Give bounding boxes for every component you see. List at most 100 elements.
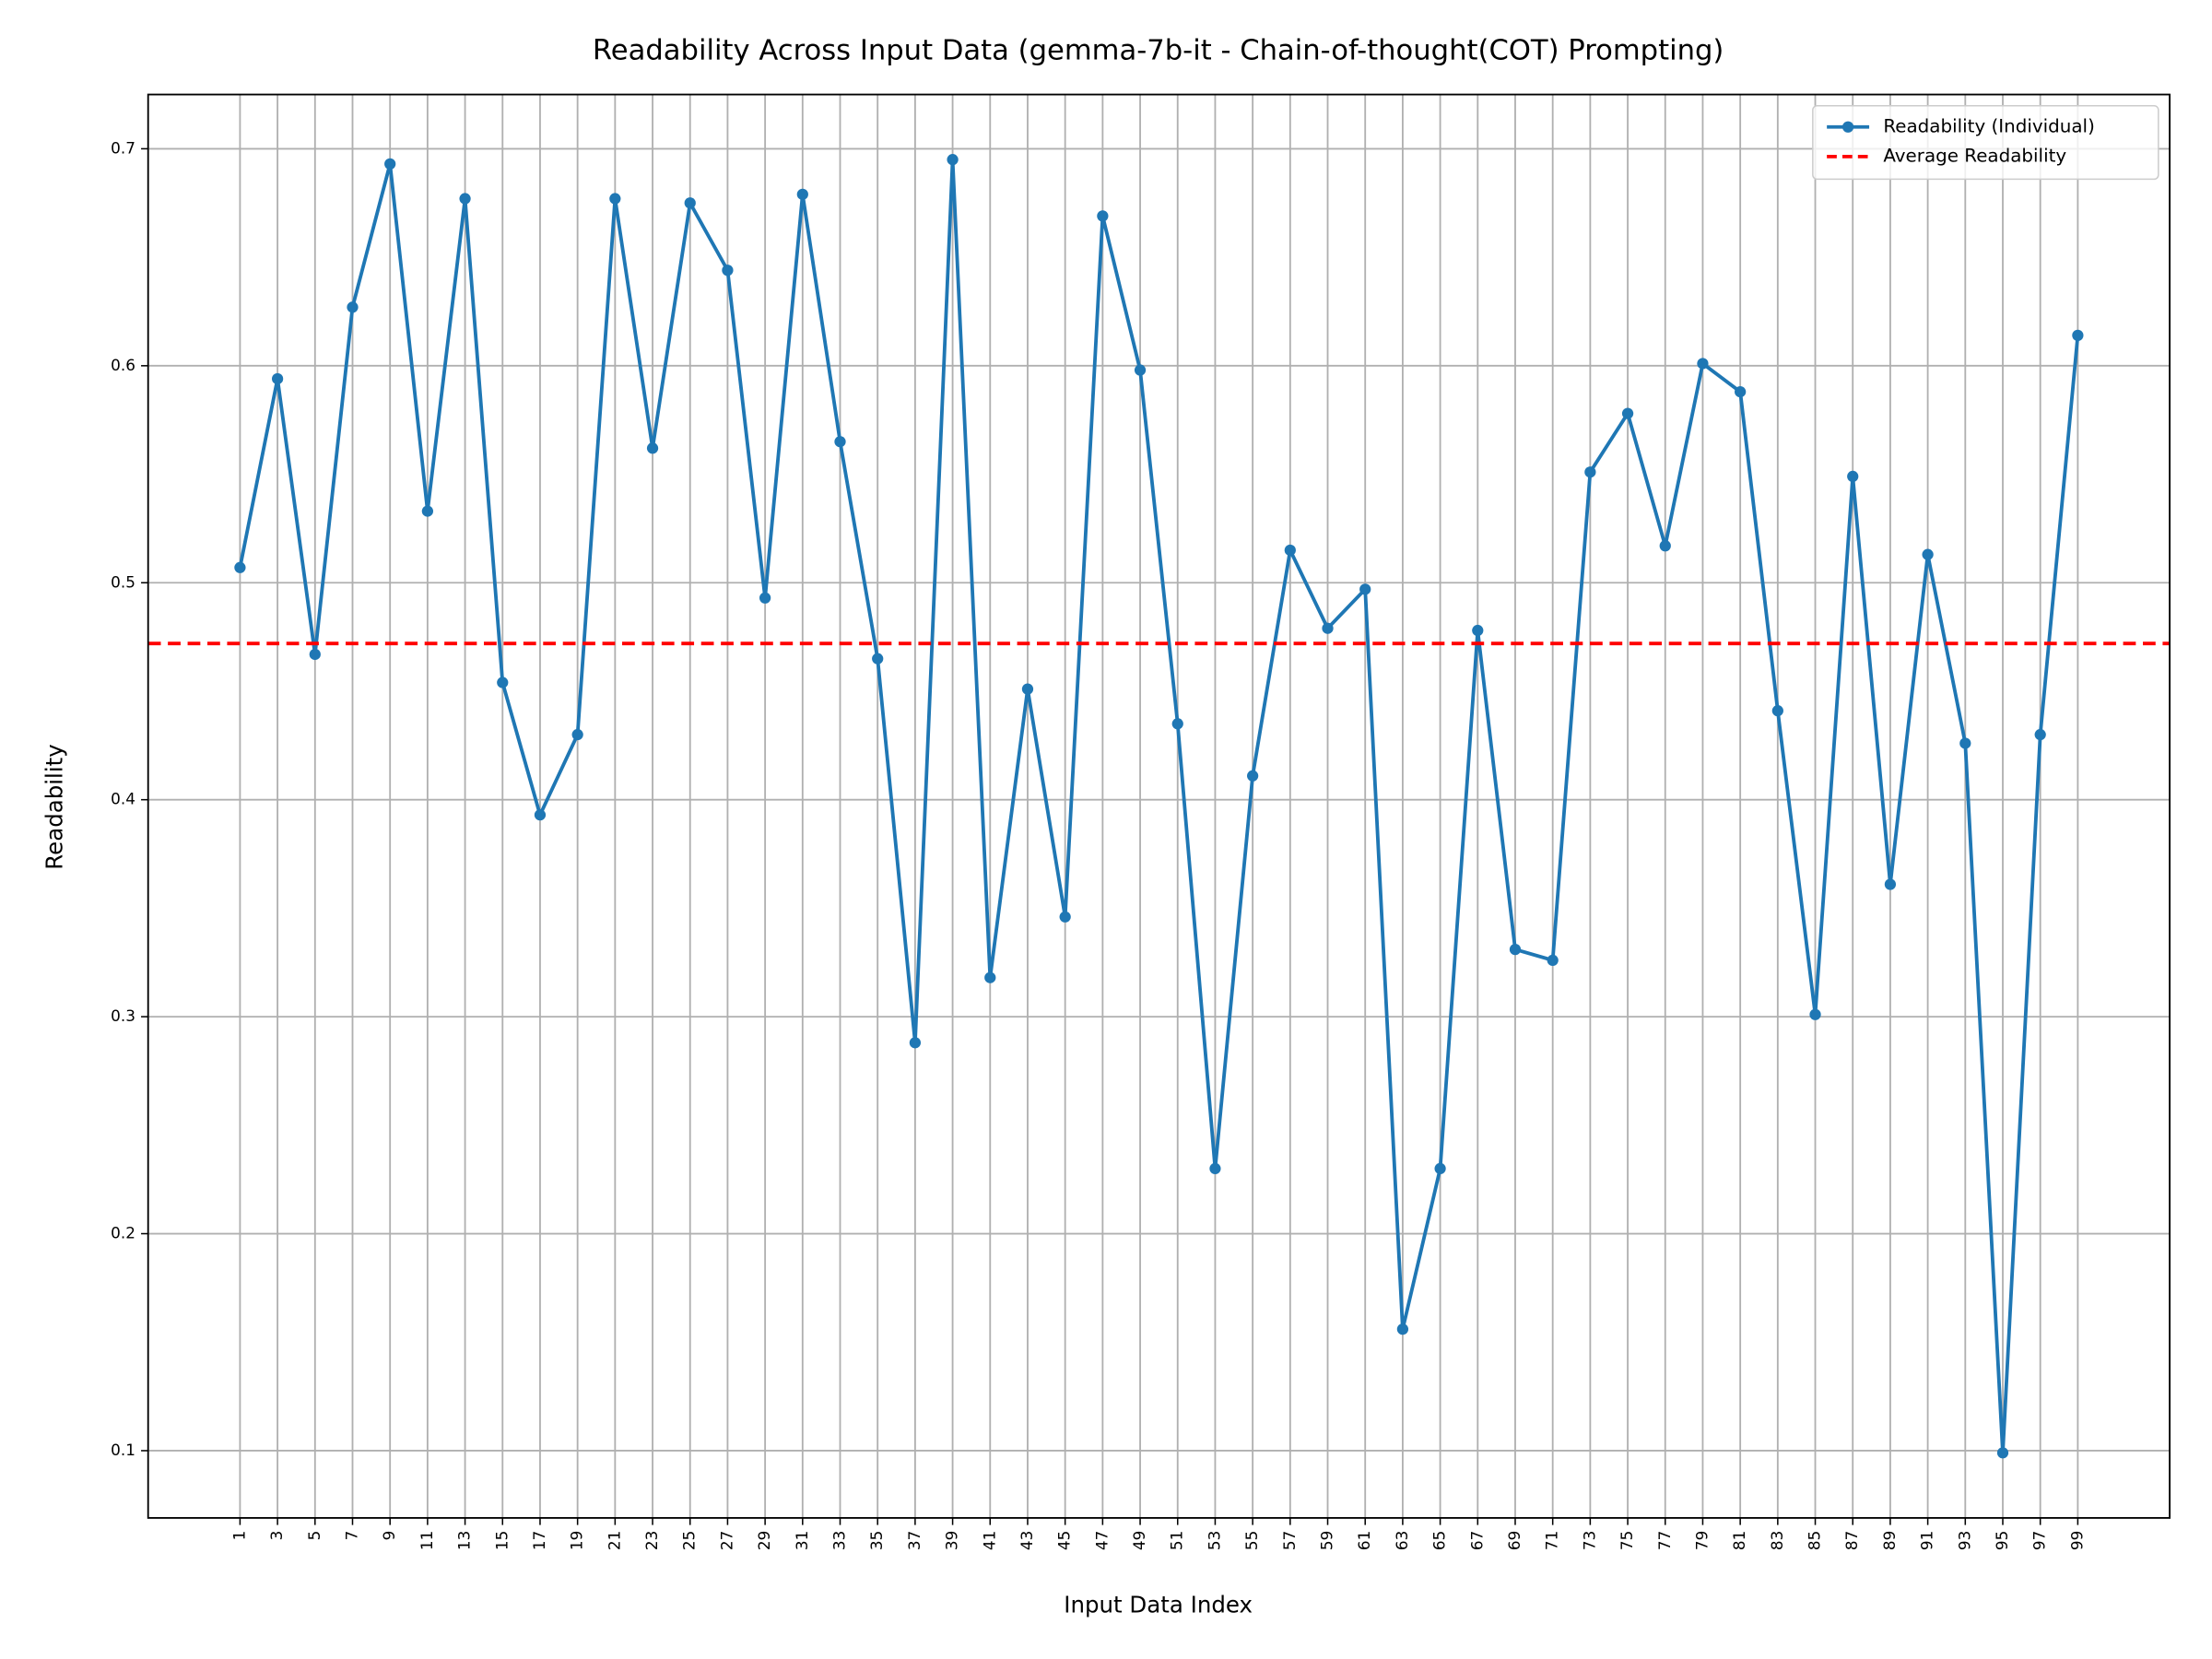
- data-point: [1922, 548, 1934, 560]
- x-tick-label: 17: [530, 1531, 548, 1550]
- data-point: [834, 436, 846, 448]
- legend-marker: [1841, 121, 1854, 133]
- data-point: [1396, 1323, 1409, 1335]
- legend-label: Average Readability: [1883, 145, 2066, 166]
- x-tick-label: 49: [1130, 1531, 1148, 1550]
- x-tick-label: 89: [1880, 1531, 1899, 1550]
- data-point: [722, 265, 734, 276]
- data-point: [1547, 954, 1559, 967]
- data-point: [384, 158, 396, 171]
- data-point: [271, 372, 284, 385]
- legend-label: Readability (Individual): [1883, 115, 2094, 136]
- data-point: [1059, 911, 1071, 923]
- data-point: [609, 193, 621, 205]
- x-tick-label: 27: [717, 1531, 735, 1550]
- x-tick-label: 23: [642, 1531, 661, 1550]
- x-tick-label: 11: [418, 1531, 436, 1550]
- x-tick-label: 99: [2067, 1531, 2086, 1550]
- data-point: [1209, 1162, 1221, 1175]
- x-tick-label: 65: [1430, 1531, 1449, 1550]
- x-tick-label: 45: [1055, 1531, 1074, 1550]
- data-point: [534, 809, 547, 821]
- data-point: [1996, 1447, 2009, 1459]
- x-tick-label: 33: [830, 1531, 849, 1550]
- data-point: [1097, 210, 1109, 222]
- x-tick-label: 71: [1543, 1531, 1561, 1550]
- x-tick-label: 69: [1505, 1531, 1524, 1550]
- y-axis-label: Readability: [41, 744, 67, 869]
- x-tick-label: 87: [1842, 1531, 1861, 1550]
- x-tick-label: 53: [1205, 1531, 1223, 1550]
- y-tick-label: 0.6: [111, 356, 135, 374]
- x-tick-label: 85: [1806, 1531, 1824, 1550]
- x-tick-label: 15: [492, 1531, 511, 1550]
- data-point: [1809, 1008, 1821, 1020]
- data-point: [421, 505, 434, 517]
- data-point: [234, 561, 246, 573]
- data-point: [872, 653, 884, 665]
- x-tick-label: 35: [867, 1531, 886, 1550]
- data-point: [571, 728, 583, 741]
- data-point: [497, 677, 509, 688]
- x-tick-label: 9: [380, 1531, 398, 1541]
- x-axis-label: Input Data Index: [1064, 1591, 1253, 1618]
- x-tick-label: 97: [2030, 1531, 2049, 1550]
- x-tick-label: 31: [793, 1531, 811, 1550]
- data-point: [646, 442, 659, 454]
- x-tick-label: 93: [1955, 1531, 1973, 1550]
- plot-frame: [147, 93, 2171, 1519]
- x-tick-label: 79: [1692, 1531, 1711, 1550]
- data-point: [347, 301, 359, 313]
- data-point: [2072, 329, 2084, 341]
- data-point: [1735, 385, 1747, 398]
- data-point: [1171, 718, 1183, 730]
- x-tick-label: 5: [305, 1531, 324, 1541]
- x-tick-label: 21: [605, 1531, 623, 1550]
- data-point: [1247, 770, 1259, 782]
- x-tick-label: 43: [1018, 1531, 1036, 1550]
- data-point: [1509, 944, 1522, 956]
- x-tick-label: 3: [267, 1531, 286, 1541]
- data-point: [1659, 540, 1671, 552]
- data-point: [2034, 728, 2046, 741]
- x-tick-label: 13: [455, 1531, 474, 1550]
- data-point: [309, 648, 321, 661]
- data-point: [1021, 683, 1034, 695]
- data-point: [1621, 407, 1634, 419]
- data-point: [984, 971, 996, 983]
- x-tick-label: 29: [755, 1531, 773, 1550]
- x-tick-label: 91: [1918, 1531, 1936, 1550]
- x-tick-label: 47: [1092, 1531, 1111, 1550]
- data-point: [1134, 364, 1147, 376]
- x-tick-label: 19: [568, 1531, 586, 1550]
- data-point: [1959, 737, 1971, 749]
- legend-box: [1812, 105, 2159, 181]
- data-point: [1434, 1162, 1446, 1175]
- x-tick-label: 1: [229, 1531, 248, 1541]
- x-tick-label: 39: [943, 1531, 961, 1550]
- data-point: [1322, 622, 1334, 634]
- x-tick-label: 7: [342, 1531, 360, 1541]
- x-tick-label: 51: [1168, 1531, 1186, 1550]
- x-tick-label: 41: [980, 1531, 998, 1550]
- data-point: [1771, 705, 1783, 717]
- data-point: [1284, 544, 1296, 557]
- x-tick-label: 61: [1355, 1531, 1373, 1550]
- data-point: [1697, 358, 1709, 370]
- x-tick-label: 59: [1318, 1531, 1336, 1550]
- data-point: [909, 1037, 922, 1049]
- y-tick-label: 0.3: [111, 1006, 135, 1025]
- x-tick-label: 25: [680, 1531, 699, 1550]
- x-tick-label: 73: [1580, 1531, 1598, 1550]
- data-point: [796, 188, 808, 200]
- y-tick-label: 0.4: [111, 790, 135, 808]
- data-point: [1584, 466, 1596, 478]
- x-tick-label: 55: [1242, 1531, 1261, 1550]
- y-tick-label: 0.2: [111, 1224, 135, 1242]
- data-point: [1472, 624, 1484, 637]
- data-point: [947, 154, 959, 166]
- x-tick-label: 63: [1393, 1531, 1411, 1550]
- data-point: [1359, 583, 1371, 595]
- x-tick-label: 95: [1993, 1531, 2011, 1550]
